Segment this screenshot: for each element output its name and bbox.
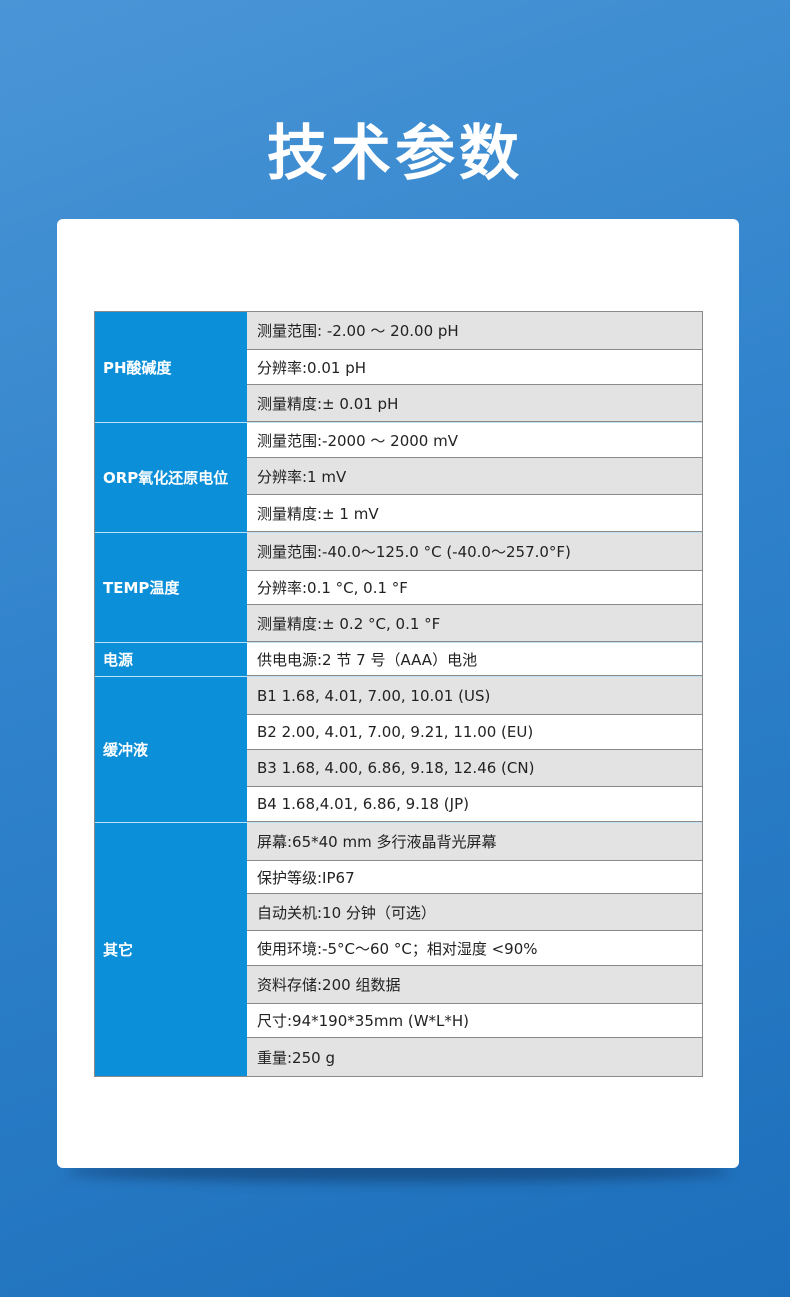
spec-category: PH酸碱度 [95, 312, 247, 422]
spec-category: ORP氧化还原电位 [95, 423, 247, 532]
spec-group: 缓冲液 B1 1.68, 4.01, 7.00, 10.01 (US) B2 2.0… [95, 677, 702, 823]
spec-row: 测量范围:-2000 ～ 2000 mV [247, 423, 702, 458]
spec-category: 缓冲液 [95, 677, 247, 822]
spec-category: 其它 [95, 823, 247, 1076]
spec-row: 尺寸:94*190*35mm (W*L*H) [247, 1004, 702, 1038]
spec-row: B4 1.68,4.01, 6.86, 9.18 (JP) [247, 787, 702, 822]
spec-row: 分辨率:1 mV [247, 458, 702, 495]
spec-row: 使用环境:-5°C～60 °C；相对湿度 <90% [247, 931, 702, 966]
spec-values: B1 1.68, 4.01, 7.00, 10.01 (US) B2 2.00, … [247, 677, 702, 822]
spec-row: 测量精度:± 0.2 °C, 0.1 °F [247, 605, 702, 642]
spec-values: 测量范围:-40.0～125.0 °C (-40.0～257.0°F) 分辨率:0… [247, 533, 702, 642]
spec-table: PH酸碱度 测量范围: -2.00 ～ 20.00 pH 分辨率:0.01 pH 测量… [94, 311, 703, 1077]
spec-group: 其它 屏幕:65*40 mm 多行液晶背光屏幕 保护等级:IP67 自动关机:10 分… [95, 823, 702, 1076]
spec-values: 测量范围: -2.00 ～ 20.00 pH 分辨率:0.01 pH 测量精度:± … [247, 312, 702, 422]
spec-group: ORP氧化还原电位 测量范围:-2000 ～ 2000 mV 分辨率:1 mV 测量精… [95, 423, 702, 533]
spec-row: 分辨率:0.01 pH [247, 350, 702, 385]
spec-category: TEMP温度 [95, 533, 247, 642]
spec-row: 测量精度:± 0.01 pH [247, 385, 702, 422]
spec-row: B1 1.68, 4.01, 7.00, 10.01 (US) [247, 677, 702, 715]
spec-row: B3 1.68, 4.00, 6.86, 9.18, 12.46 (CN) [247, 750, 702, 787]
spec-row: 屏幕:65*40 mm 多行液晶背光屏幕 [247, 823, 702, 861]
spec-row: 自动关机:10 分钟（可选） [247, 894, 702, 931]
spec-row: B2 2.00, 4.01, 7.00, 9.21, 11.00 (EU) [247, 715, 702, 750]
spec-group: TEMP温度 测量范围:-40.0～125.0 °C (-40.0～257.0°F… [95, 533, 702, 643]
spec-row: 重量:250 g [247, 1038, 702, 1076]
spec-row: 测量精度:± 1 mV [247, 495, 702, 532]
spec-group: PH酸碱度 测量范围: -2.00 ～ 20.00 pH 分辨率:0.01 pH 测量… [95, 312, 702, 423]
spec-group: 电源 供电电源:2 节 7 号（AAA）电池 [95, 643, 702, 677]
spec-row: 资料存储:200 组数据 [247, 966, 702, 1004]
spec-row: 测量范围: -2.00 ～ 20.00 pH [247, 312, 702, 350]
spec-row: 分辨率:0.1 °C, 0.1 °F [247, 571, 702, 605]
spec-values: 测量范围:-2000 ～ 2000 mV 分辨率:1 mV 测量精度:± 1 mV [247, 423, 702, 532]
page-title: 技术参数 [267, 119, 523, 189]
spec-row: 测量范围:-40.0～125.0 °C (-40.0～257.0°F) [247, 533, 702, 571]
spec-row: 供电电源:2 节 7 号（AAA）电池 [247, 643, 702, 676]
spec-values: 供电电源:2 节 7 号（AAA）电池 [247, 643, 702, 676]
spec-category: 电源 [95, 643, 247, 676]
spec-values: 屏幕:65*40 mm 多行液晶背光屏幕 保护等级:IP67 自动关机:10 分钟（… [247, 823, 702, 1076]
spec-row: 保护等级:IP67 [247, 861, 702, 894]
